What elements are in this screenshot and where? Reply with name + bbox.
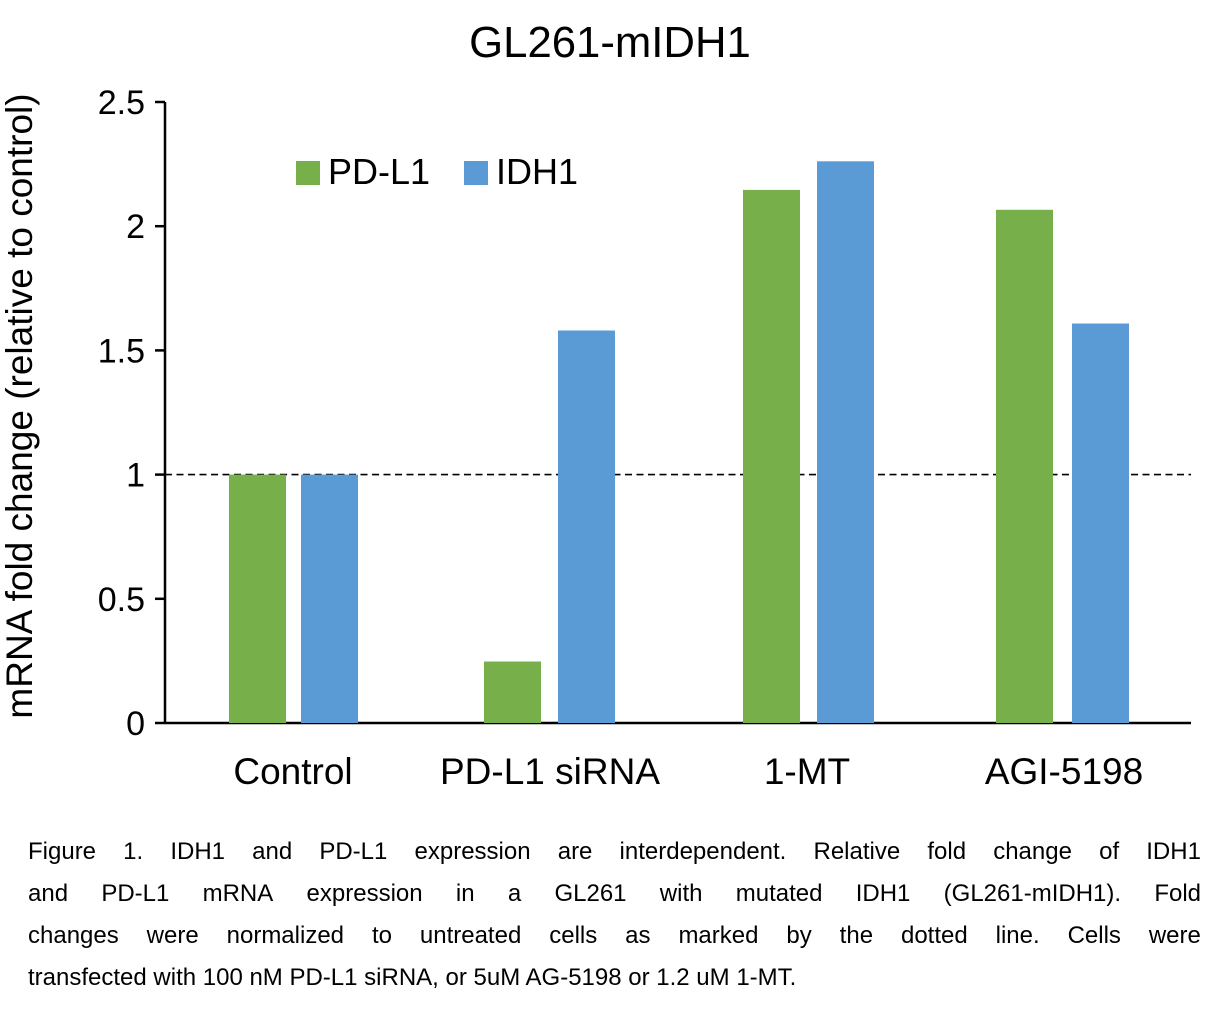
- svg-text:PD-L1 siRNA: PD-L1 siRNA: [440, 751, 660, 792]
- svg-text:0: 0: [126, 705, 145, 743]
- svg-text:mRNA fold change (relative to: mRNA fold change (relative to control): [0, 93, 40, 718]
- svg-text:IDH1: IDH1: [496, 151, 578, 192]
- svg-text:2: 2: [126, 208, 145, 246]
- svg-text:GL261-mIDH1: GL261-mIDH1: [469, 18, 751, 67]
- svg-text:Control: Control: [233, 751, 352, 792]
- svg-text:0.5: 0.5: [98, 581, 145, 619]
- svg-text:AGI-5198: AGI-5198: [985, 751, 1143, 792]
- svg-text:1: 1: [126, 457, 145, 495]
- svg-text:2.5: 2.5: [98, 84, 145, 122]
- svg-text:PD-L1: PD-L1: [328, 151, 430, 192]
- svg-text:1.5: 1.5: [98, 332, 145, 370]
- svg-text:1-MT: 1-MT: [764, 751, 850, 792]
